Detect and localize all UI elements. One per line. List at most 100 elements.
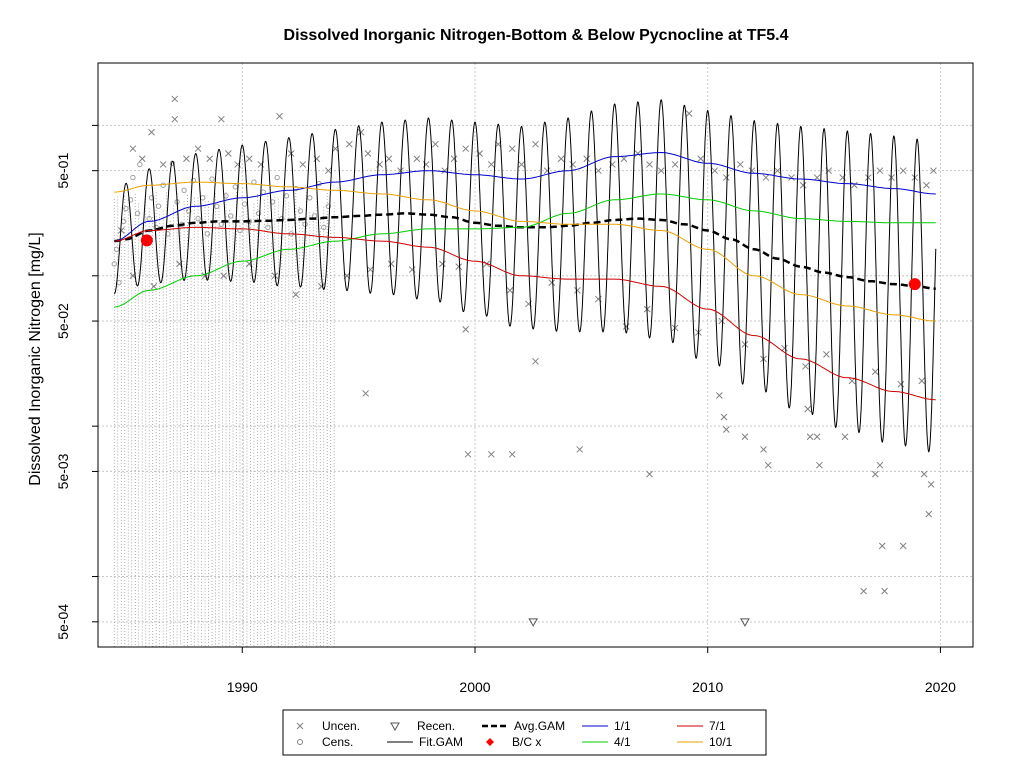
cens-point xyxy=(283,193,290,199)
cens-point xyxy=(218,221,225,227)
cens-point xyxy=(237,227,243,234)
cens-point xyxy=(146,215,152,222)
uncen-point xyxy=(366,266,374,273)
uncen-point xyxy=(206,155,214,163)
legend-recen-icon xyxy=(390,722,400,732)
legend-item: Avg.GAM xyxy=(482,719,565,733)
uncen-point xyxy=(841,433,849,441)
cens-point xyxy=(204,231,211,237)
uncen-point xyxy=(864,174,872,181)
uncen-point xyxy=(816,461,823,469)
cens-point xyxy=(260,189,266,195)
uncen-point xyxy=(532,140,539,148)
uncen-point xyxy=(217,115,225,123)
uncen-point xyxy=(799,181,807,189)
cens-point xyxy=(307,195,313,201)
uncen-point xyxy=(736,161,744,168)
legend-item: Recen. xyxy=(390,719,455,733)
uncen-point xyxy=(671,161,679,168)
x-tick-label: 2010 xyxy=(692,679,723,695)
cens-point xyxy=(255,210,262,217)
cens-point xyxy=(321,224,327,231)
legend-label: Fit.GAM xyxy=(419,735,463,749)
uncen-point xyxy=(920,470,928,478)
uncen-point xyxy=(376,161,383,168)
legend-label: 1/1 xyxy=(614,719,631,733)
uncen-point xyxy=(462,145,470,153)
uncen-point xyxy=(762,174,770,181)
uncen-point xyxy=(576,446,584,453)
series-lines xyxy=(114,151,936,401)
cens-point xyxy=(186,208,192,214)
legend-label: Recen. xyxy=(417,719,455,733)
uncen-point xyxy=(450,155,458,163)
y-tick-label: 5e-02 xyxy=(55,303,71,339)
uncen-point xyxy=(685,110,693,117)
legend-item: Cens. xyxy=(297,735,353,749)
uncen-point xyxy=(878,542,886,550)
uncen-point xyxy=(129,145,137,153)
uncen-point xyxy=(117,227,125,234)
cens-point xyxy=(227,213,234,219)
uncen-point xyxy=(697,155,705,163)
cens-point xyxy=(209,176,215,182)
fit-gam-path xyxy=(114,99,937,453)
cens-point xyxy=(274,174,280,181)
legend-item: B/C x xyxy=(486,735,541,749)
uncen-point xyxy=(860,587,867,595)
uncen-point xyxy=(923,181,930,189)
grid xyxy=(98,63,973,647)
uncen-point xyxy=(506,287,514,294)
cens-point xyxy=(241,201,248,207)
uncen-point xyxy=(325,167,332,175)
uncen-point xyxy=(594,167,602,175)
uncen-point xyxy=(455,263,463,271)
uncen-point xyxy=(224,150,232,157)
uncen-point xyxy=(441,167,449,175)
legend-item: Fit.GAM xyxy=(387,735,463,749)
uncen-point xyxy=(583,155,591,163)
uncen-point xyxy=(345,140,353,148)
uncen-point xyxy=(543,167,551,175)
legend-item: Uncen. xyxy=(296,719,360,733)
uncen-point xyxy=(292,291,300,298)
legend-item: 10/1 xyxy=(677,735,733,749)
uncen-point xyxy=(508,145,516,153)
uncen-point xyxy=(413,155,421,163)
legend-bc-icon xyxy=(486,738,494,746)
uncen-point xyxy=(508,450,516,458)
series-10-1 xyxy=(114,181,936,322)
uncen-point xyxy=(720,413,728,421)
legend-box xyxy=(282,709,767,756)
cens-point xyxy=(232,184,239,190)
recen-point xyxy=(740,618,750,627)
y-axis: 5e-04 5e-03 5e-02 5e-01 xyxy=(55,124,98,640)
uncen-point xyxy=(439,260,446,268)
legend-label: B/C x xyxy=(512,735,541,749)
cens-point xyxy=(148,195,155,201)
uncen-point xyxy=(159,161,167,168)
uncen-point xyxy=(171,95,179,103)
plot-frame xyxy=(97,62,974,648)
cens-point xyxy=(265,224,271,231)
cens-point xyxy=(116,279,122,286)
uncen-point xyxy=(813,433,821,441)
legend-cens-icon xyxy=(297,739,303,745)
uncen-point xyxy=(150,283,158,290)
series-4-1 xyxy=(114,193,936,308)
legend-label: 7/1 xyxy=(709,719,726,733)
uncen-point xyxy=(387,260,395,268)
uncen-point xyxy=(927,481,935,488)
uncen-point xyxy=(487,450,495,458)
y-tick-label: 5e-01 xyxy=(55,153,71,189)
uncen-point xyxy=(194,145,202,153)
series-1-1 xyxy=(114,151,936,242)
cens-point xyxy=(195,215,201,222)
cens-point xyxy=(134,210,141,217)
uncen-point xyxy=(741,433,749,441)
uncen-point xyxy=(574,287,581,294)
x-tick-label: 1990 xyxy=(227,679,258,695)
uncen-point xyxy=(899,167,907,175)
cens-point xyxy=(130,174,136,181)
